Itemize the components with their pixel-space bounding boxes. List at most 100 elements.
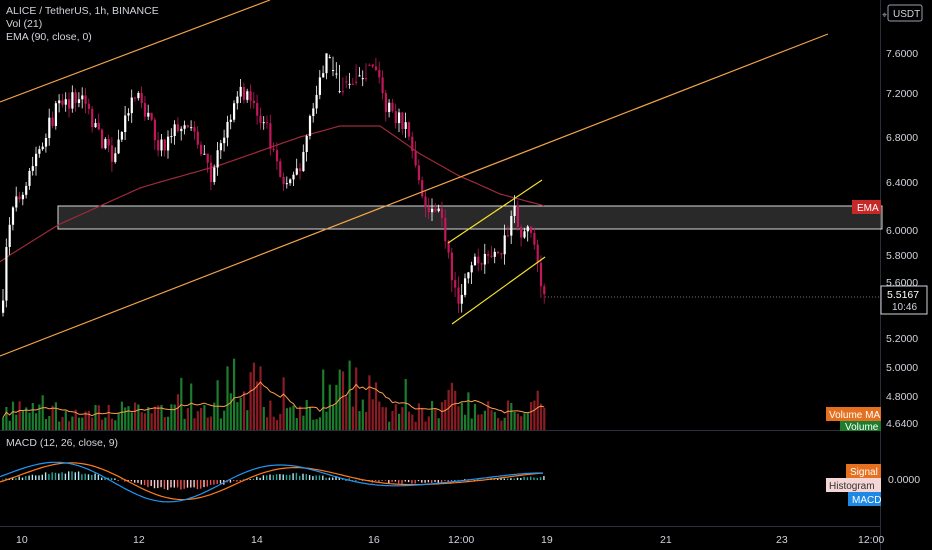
candle (520, 227, 523, 238)
ema-indicator-label[interactable]: EMA (90, close, 0) (6, 31, 92, 43)
volume-bar (107, 404, 110, 430)
channel-lower-line[interactable] (451, 256, 546, 325)
macd-zero-tick: 0.0000 (888, 474, 920, 486)
candle (223, 137, 226, 144)
volume-bar (414, 421, 417, 430)
volume-bar (487, 401, 490, 430)
volume-bar (543, 407, 546, 430)
candle (523, 231, 526, 238)
histogram-bar (229, 480, 232, 483)
volume-indicator-label[interactable]: Vol (21) (6, 18, 43, 30)
volume-bar (483, 410, 486, 430)
candle (440, 208, 444, 218)
ascending-trendline-lower[interactable] (0, 33, 829, 357)
candles (2, 53, 546, 317)
histogram-bar (157, 480, 159, 489)
volume-bar (64, 411, 67, 430)
volume-bar (440, 402, 444, 430)
candle (530, 226, 533, 233)
candle (533, 232, 536, 245)
histogram-bar (200, 480, 202, 489)
candle (101, 129, 104, 149)
histogram-bar (411, 480, 413, 484)
volume-bar (503, 417, 506, 430)
histogram-bar (143, 480, 146, 486)
volume-bar (480, 414, 483, 430)
volume-bar (520, 416, 523, 430)
candle (473, 256, 477, 266)
histogram-bar (2, 479, 4, 481)
histogram-bar (48, 473, 50, 480)
candle (325, 53, 328, 74)
candle (315, 94, 318, 109)
candle (38, 149, 41, 154)
histogram-bar (378, 480, 380, 483)
candle (368, 64, 371, 66)
candle (457, 287, 460, 304)
last-price-label (880, 285, 928, 315)
histogram-bar (15, 478, 17, 480)
volume-bar (48, 415, 51, 430)
candle (87, 103, 90, 109)
volume-bar (117, 412, 120, 430)
histogram-bar (5, 478, 7, 480)
histogram-bar (239, 480, 241, 481)
channel-upper-line[interactable] (447, 179, 543, 244)
ascending-trendline-upper[interactable] (0, 0, 271, 103)
histogram-bar (140, 480, 142, 485)
histogram-bar (338, 477, 340, 480)
volume-bar (213, 402, 216, 430)
histogram-bar (196, 480, 199, 490)
support-zone[interactable] (57, 205, 883, 230)
volume-bar (335, 384, 338, 430)
candle (64, 99, 67, 105)
candle (120, 132, 123, 140)
histogram-bar (421, 480, 423, 483)
price-tick: 7.6000 (886, 48, 918, 60)
time-tick: 12:00 (448, 534, 474, 546)
candle (183, 125, 186, 129)
volume-bar (497, 417, 500, 430)
volume-bar (18, 401, 21, 430)
price-tick: 6.4000 (886, 177, 918, 189)
volume-bar (348, 360, 351, 430)
volume-bar (206, 417, 209, 430)
histogram-bar (414, 480, 416, 484)
volume-bar (25, 407, 28, 430)
histogram-bar (269, 474, 271, 480)
volume-bar (8, 420, 11, 430)
volume-bar (130, 412, 133, 430)
volume-bar (190, 383, 193, 430)
volume-bar (246, 410, 249, 430)
volume-bar (444, 399, 447, 430)
volume-bar (147, 406, 150, 430)
volume-bar (233, 358, 236, 430)
volume-bar (157, 405, 160, 430)
price-axis[interactable]: 7.6000 7.2000 6.8000 6.4000 6.0000 5.800… (886, 48, 918, 430)
volume-bar (285, 408, 288, 430)
histogram-bar (233, 480, 235, 481)
candle (404, 122, 407, 129)
macd-legend[interactable]: MACD (12, 26, close, 9) (6, 437, 118, 450)
symbol-title[interactable]: ALICE / TetherUS, 1h, BINANCE (6, 5, 159, 17)
volume-bar (407, 411, 411, 430)
currency-button[interactable] (887, 4, 923, 22)
candle (269, 123, 272, 149)
volume-bar (58, 421, 61, 430)
candle (526, 226, 529, 232)
candle (77, 99, 81, 103)
volume-bar (153, 406, 156, 430)
chart-legend: ALICE / TetherUS, 1h, BINANCE Vol (21) E… (6, 5, 159, 44)
last-price-value: 5.5167 (887, 289, 919, 301)
volume-bar (470, 418, 473, 430)
candle (209, 162, 213, 183)
candle (338, 91, 341, 93)
histogram-bar (163, 480, 166, 489)
volume-bar (437, 418, 440, 430)
volume-bar (351, 406, 354, 430)
histogram-bar (447, 480, 449, 482)
macd-line (0, 461, 543, 503)
time-axis[interactable]: 10 12 14 16 12:00 19 21 23 12:00 (16, 534, 884, 546)
histogram-bar (74, 472, 76, 480)
